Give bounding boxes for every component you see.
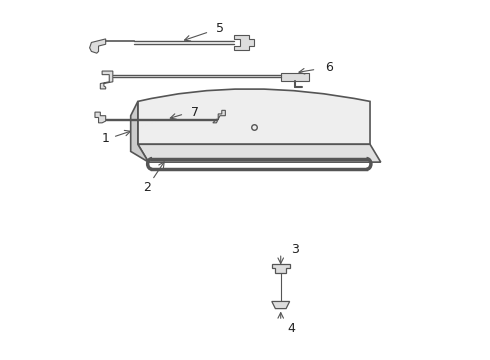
PathPatch shape (100, 71, 113, 89)
PathPatch shape (95, 112, 106, 123)
Text: 5: 5 (216, 22, 224, 35)
PathPatch shape (213, 111, 225, 123)
Text: 4: 4 (288, 322, 295, 335)
Text: 6: 6 (325, 61, 333, 74)
FancyBboxPatch shape (281, 73, 309, 81)
Text: 1: 1 (102, 132, 110, 145)
Text: 7: 7 (191, 105, 199, 119)
Text: 3: 3 (291, 243, 299, 256)
PathPatch shape (131, 102, 148, 162)
Text: 2: 2 (143, 181, 151, 194)
PathPatch shape (90, 39, 106, 53)
PathPatch shape (138, 89, 370, 144)
PathPatch shape (234, 35, 254, 50)
PathPatch shape (272, 301, 290, 309)
PathPatch shape (272, 264, 290, 273)
PathPatch shape (138, 144, 381, 162)
